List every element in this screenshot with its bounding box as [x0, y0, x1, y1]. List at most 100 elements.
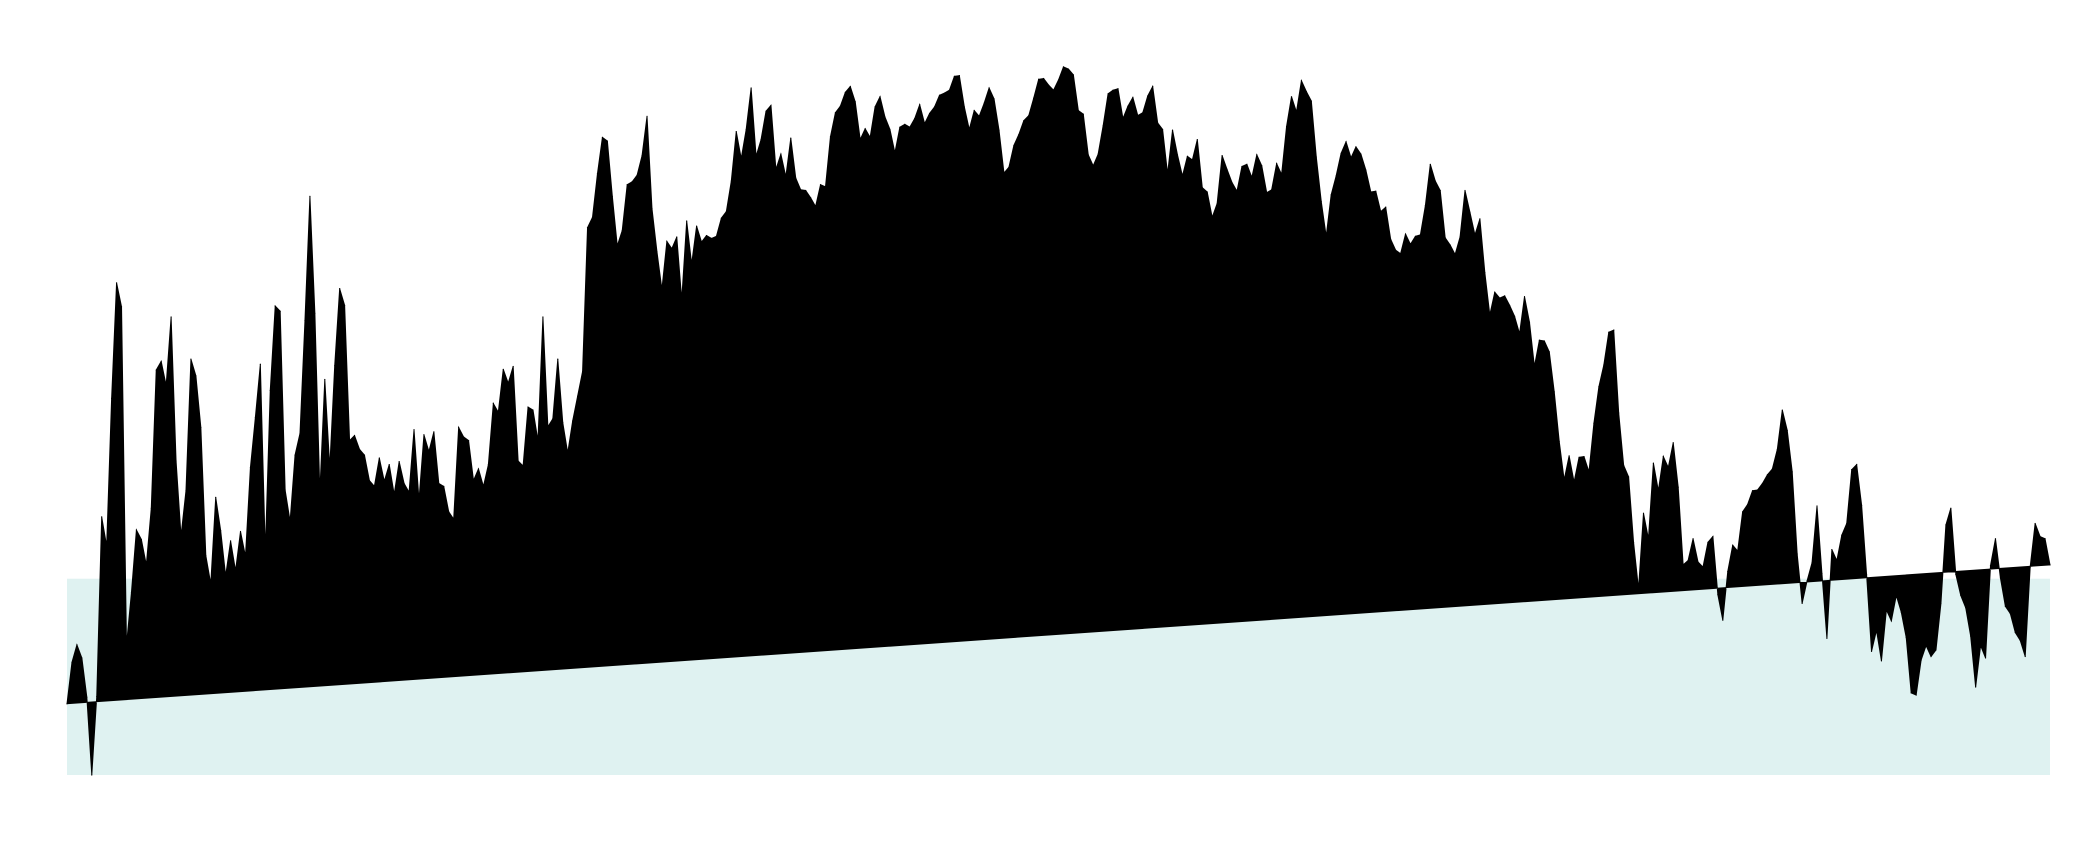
data-point	[1821, 573, 1823, 575]
data-point	[998, 129, 1000, 131]
data-point	[1484, 272, 1486, 274]
data-point	[1870, 650, 1873, 653]
data-point	[1399, 253, 1402, 255]
data-point	[1186, 155, 1188, 157]
data-point	[304, 320, 306, 322]
data-point	[829, 136, 832, 138]
data-point	[71, 661, 73, 663]
data-point	[948, 89, 951, 91]
data-point	[1930, 655, 1932, 658]
data-point	[1409, 243, 1412, 245]
data-point	[1746, 503, 1749, 506]
data-point	[150, 507, 152, 509]
data-point	[696, 225, 698, 227]
data-point	[1578, 456, 1580, 458]
data-point	[135, 529, 138, 531]
data-point	[388, 463, 390, 466]
data-point	[418, 499, 420, 501]
data-point	[681, 298, 683, 301]
data-point	[1092, 165, 1094, 167]
data-point	[1008, 166, 1010, 168]
data-point	[705, 234, 708, 237]
data-point	[819, 184, 822, 186]
data-point	[1623, 464, 1625, 466]
data-point	[755, 155, 757, 157]
data-point	[443, 485, 445, 487]
data-point	[1350, 157, 1352, 159]
data-point	[1905, 637, 1907, 639]
data-point	[834, 112, 837, 114]
data-point	[487, 463, 489, 466]
data-point	[492, 402, 494, 405]
data-point	[264, 551, 266, 553]
data-point	[1781, 409, 1783, 411]
data-point	[334, 365, 336, 367]
data-point	[735, 131, 737, 133]
data-point	[636, 174, 638, 176]
data-point	[428, 450, 430, 453]
data-point	[1915, 694, 1917, 696]
data-point	[1251, 176, 1253, 179]
data-point	[453, 518, 455, 520]
data-point	[299, 432, 301, 434]
data-point	[403, 482, 405, 485]
data-point	[983, 102, 985, 104]
data-point	[358, 448, 361, 450]
data-point	[1528, 321, 1531, 323]
data-point	[958, 75, 960, 77]
data-point	[269, 389, 271, 392]
data-point	[1459, 236, 1461, 238]
data-point	[115, 282, 118, 284]
data-point	[1980, 644, 1982, 647]
data-point	[1895, 594, 1897, 597]
data-point	[1315, 156, 1317, 158]
data-point	[1687, 559, 1689, 562]
data-point	[467, 439, 470, 442]
data-point	[824, 186, 827, 188]
data-point	[1801, 602, 1803, 605]
data-point	[314, 312, 316, 314]
data-point	[1856, 463, 1858, 466]
data-point	[2019, 639, 2021, 642]
data-point	[1464, 189, 1466, 192]
data-point	[1067, 68, 1070, 70]
data-point	[289, 520, 291, 522]
data-point	[1603, 364, 1605, 366]
data-point	[1573, 481, 1575, 483]
data-point	[1861, 504, 1863, 506]
data-point	[101, 516, 103, 518]
data-point	[1226, 168, 1228, 171]
data-point	[1325, 235, 1327, 237]
data-point	[210, 583, 212, 585]
data-point	[899, 126, 901, 128]
data-point	[790, 137, 792, 139]
data-point	[140, 538, 142, 541]
data-point	[438, 482, 440, 485]
data-point	[1370, 191, 1372, 193]
data-point	[383, 480, 385, 482]
data-point	[740, 157, 742, 160]
data-point	[1841, 534, 1843, 536]
data-point	[448, 511, 450, 513]
data-point	[1598, 386, 1600, 388]
data-point	[1137, 115, 1139, 117]
data-point	[363, 454, 366, 456]
data-point	[527, 406, 529, 408]
data-point	[720, 217, 722, 219]
data-point	[1479, 218, 1481, 220]
data-point	[2014, 631, 2016, 634]
data-point	[651, 208, 653, 210]
data-point	[1786, 429, 1788, 431]
data-point	[1628, 476, 1630, 478]
data-point	[344, 304, 346, 306]
data-point	[1132, 96, 1134, 99]
data-point	[849, 85, 851, 88]
data-point	[1147, 95, 1149, 97]
data-point	[1176, 154, 1179, 156]
data-point	[160, 360, 162, 362]
data-point	[581, 370, 584, 373]
data-point	[324, 378, 326, 381]
data-point	[1945, 524, 1947, 526]
data-point	[671, 248, 673, 250]
data-point	[522, 465, 524, 467]
